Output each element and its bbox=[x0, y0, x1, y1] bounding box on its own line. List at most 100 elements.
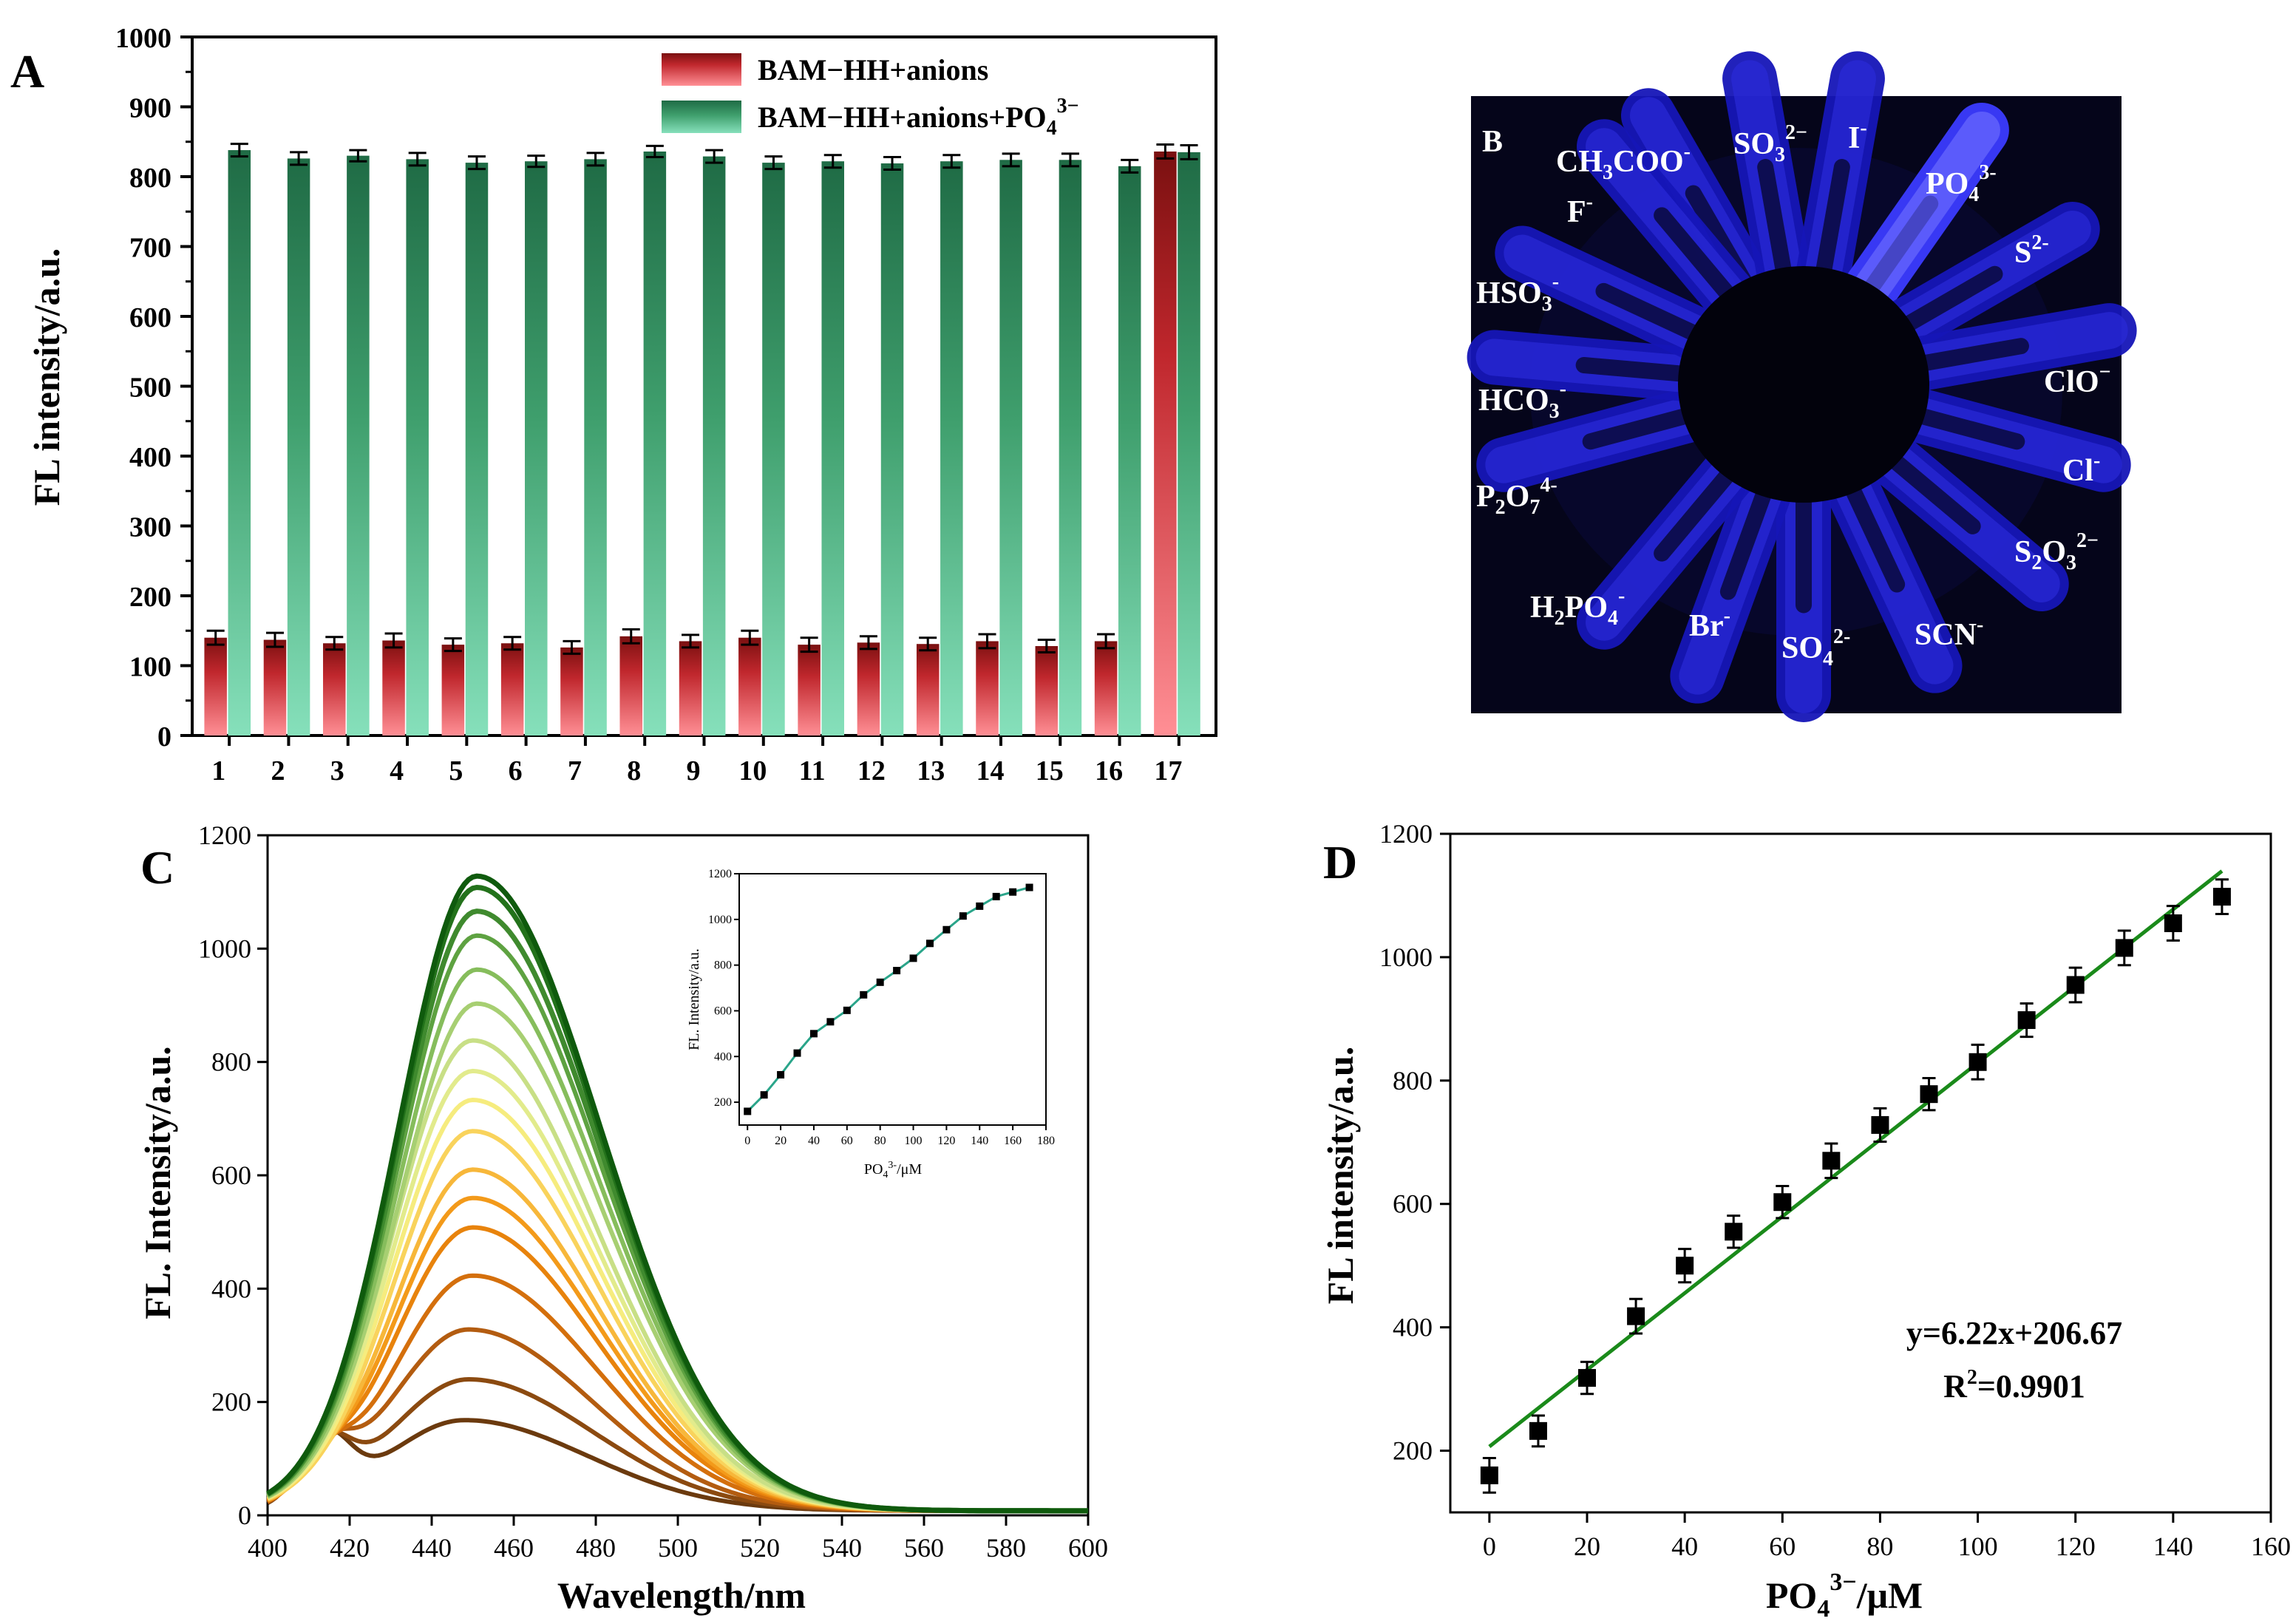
tube-label-part: - bbox=[1586, 191, 1593, 214]
photo-tube-labels: CH3COO- SO32− I-PO43-S2-ClO−Cl-S2O32−SCN-S… bbox=[1476, 117, 2111, 670]
data-point bbox=[2066, 976, 2085, 994]
tube-interior-F- bbox=[1654, 207, 1741, 308]
tube-label-I-: I- bbox=[1848, 117, 1867, 155]
panel-d-ticks: 0 20 40 60 80 100 120 140 160 200 400 600 800 1000 120… bbox=[1379, 819, 2291, 1561]
panel-c-x-axis-label: Wavelength/nm bbox=[557, 1574, 806, 1616]
legend-label-series2: BAM−HH+anions+PO43− bbox=[758, 95, 1079, 140]
inset-y-tick-label: 1200 bbox=[708, 868, 732, 880]
y-tick-label: 600 bbox=[1393, 1189, 1433, 1219]
x-tick-label: 120 bbox=[2056, 1532, 2096, 1561]
bar-anions-phosphate bbox=[643, 151, 667, 736]
tube-label-part: P bbox=[1476, 480, 1495, 514]
tube-label-part: SO bbox=[1781, 631, 1823, 665]
inset-x-axis-label: PO43-/μM bbox=[864, 1160, 923, 1180]
data-point bbox=[1822, 1152, 1841, 1170]
bar-anions bbox=[323, 643, 346, 735]
data-point bbox=[1529, 1421, 1547, 1440]
tube-label-part: 4 bbox=[1608, 607, 1618, 630]
panel-c: C FL. Intensity/a.u. Wavelength/nm 400 42… bbox=[137, 821, 1108, 1616]
bar-anions-phosphate bbox=[940, 161, 963, 735]
inset-point bbox=[860, 991, 868, 999]
x-tick-label: 80 bbox=[1866, 1532, 1893, 1561]
panel-a-x-ticks: 1 2 3 4 5 6 7 8 9 10 11 12 13 14 15 16 17 bbox=[211, 735, 1182, 786]
tube-label-part: PO bbox=[1926, 167, 1968, 201]
inset-point bbox=[909, 954, 917, 962]
bar-anions-phosphate bbox=[228, 150, 251, 736]
bar-anions-phosphate bbox=[702, 156, 726, 736]
panel-b-photo: B CH3COO- SO32− I-PO43-S2-ClO−Cl-S2O32−SCN… bbox=[1467, 51, 2137, 722]
bar-anions-phosphate bbox=[406, 159, 429, 735]
legend-swatch-green bbox=[662, 101, 741, 133]
tube-interior-H2PO4- bbox=[1654, 461, 1741, 562]
inset-point bbox=[744, 1107, 752, 1115]
photo-center-dark bbox=[1678, 266, 1929, 503]
x-tick-label: 9 bbox=[687, 755, 701, 786]
x-tick-label: 2 bbox=[271, 755, 285, 786]
tube-label-part: SO bbox=[1733, 127, 1775, 161]
tube-interior-P2O74- bbox=[1582, 404, 1705, 450]
y-tick-label: 600 bbox=[129, 302, 171, 333]
inset-point bbox=[893, 967, 901, 975]
data-point bbox=[1773, 1193, 1792, 1212]
tube-label-part: 3 bbox=[1549, 400, 1560, 423]
y-tick-label: 1000 bbox=[1379, 942, 1433, 972]
y-tick-label: 800 bbox=[129, 163, 171, 194]
tube-label-part: 2 bbox=[2031, 551, 2042, 574]
tube-label-part: 3 bbox=[1542, 293, 1552, 316]
bar-anions-phosphate bbox=[999, 160, 1022, 735]
data-point bbox=[1676, 1257, 1694, 1275]
y-tick-label: 300 bbox=[129, 512, 171, 543]
tube-label-part: 2- bbox=[2031, 231, 2048, 254]
y-tick-label: 1000 bbox=[115, 23, 171, 54]
inset-point bbox=[959, 912, 967, 920]
inset-y-axis-label: FL. Intensity/a.u. bbox=[686, 948, 702, 1050]
x-tick-label: 40 bbox=[1671, 1532, 1698, 1561]
x-tick-label: 460 bbox=[494, 1533, 534, 1563]
inset-x-tick-label: 60 bbox=[841, 1135, 853, 1147]
bar-anions-phosphate bbox=[1059, 160, 1082, 735]
x-tick-label: 160 bbox=[2251, 1532, 2291, 1561]
x-tick-label: 16 bbox=[1095, 755, 1123, 786]
tube-label-part: - bbox=[1724, 605, 1730, 628]
tube-label-part: 4 bbox=[1968, 183, 1979, 206]
x-tick-label: 13 bbox=[917, 755, 945, 786]
tube-interior-HCO3- bbox=[1575, 356, 1702, 383]
x-tick-label: 100 bbox=[1958, 1532, 1998, 1561]
bar-anions bbox=[619, 636, 642, 735]
bar-anions bbox=[857, 642, 880, 735]
tube-label-part: H bbox=[1530, 591, 1555, 625]
inset-x-tick-label: 160 bbox=[1004, 1135, 1022, 1147]
tube-label-part: 4 bbox=[1823, 648, 1833, 670]
tube-interior-SO32- bbox=[1757, 159, 1793, 284]
tube-label-part: HCO bbox=[1478, 384, 1549, 418]
y-tick-label: 1000 bbox=[198, 934, 251, 963]
fit-r-squared: R2=0.9901 bbox=[1943, 1366, 2085, 1404]
panel-a-label: A bbox=[10, 45, 44, 98]
tube-label-part: F bbox=[1567, 195, 1586, 229]
tube-interior-Br- bbox=[1719, 480, 1774, 600]
y-tick-label: 0 bbox=[238, 1501, 251, 1530]
y-tick-label: 200 bbox=[211, 1387, 251, 1417]
x-tick-label: 520 bbox=[740, 1533, 780, 1563]
inset-point bbox=[760, 1091, 768, 1099]
data-point bbox=[2212, 888, 2231, 906]
tube-label-part: 2− bbox=[2076, 529, 2099, 552]
panel-c-ticks: 400 420 440 460 480 500 520 540 560 580 6000200400… bbox=[198, 821, 1108, 1563]
inset-point bbox=[1025, 883, 1033, 891]
panel-a: A FL intensity/a.u. 0 100 200 300 400 500 600 7… bbox=[10, 23, 1217, 786]
bar-anions bbox=[1035, 646, 1059, 735]
bar-anions bbox=[798, 645, 821, 735]
tube-label-CH3COO-: CH3COO- bbox=[1556, 140, 1691, 184]
bar-anions-phosphate bbox=[287, 158, 310, 735]
bar-anions-phosphate bbox=[880, 163, 904, 736]
data-point bbox=[2115, 939, 2133, 957]
x-tick-label: 60 bbox=[1769, 1532, 1796, 1561]
inset-x-tick-label: 0 bbox=[744, 1135, 750, 1147]
x-tick-label: 20 bbox=[1574, 1532, 1600, 1561]
inset-point bbox=[809, 1030, 818, 1038]
tube-interior-S2- bbox=[1891, 265, 2003, 337]
panel-d-label: D bbox=[1323, 836, 1357, 889]
data-point bbox=[1627, 1307, 1645, 1325]
tube-label-SO32-: SO32− bbox=[1733, 121, 1807, 166]
bar-anions bbox=[441, 645, 465, 735]
